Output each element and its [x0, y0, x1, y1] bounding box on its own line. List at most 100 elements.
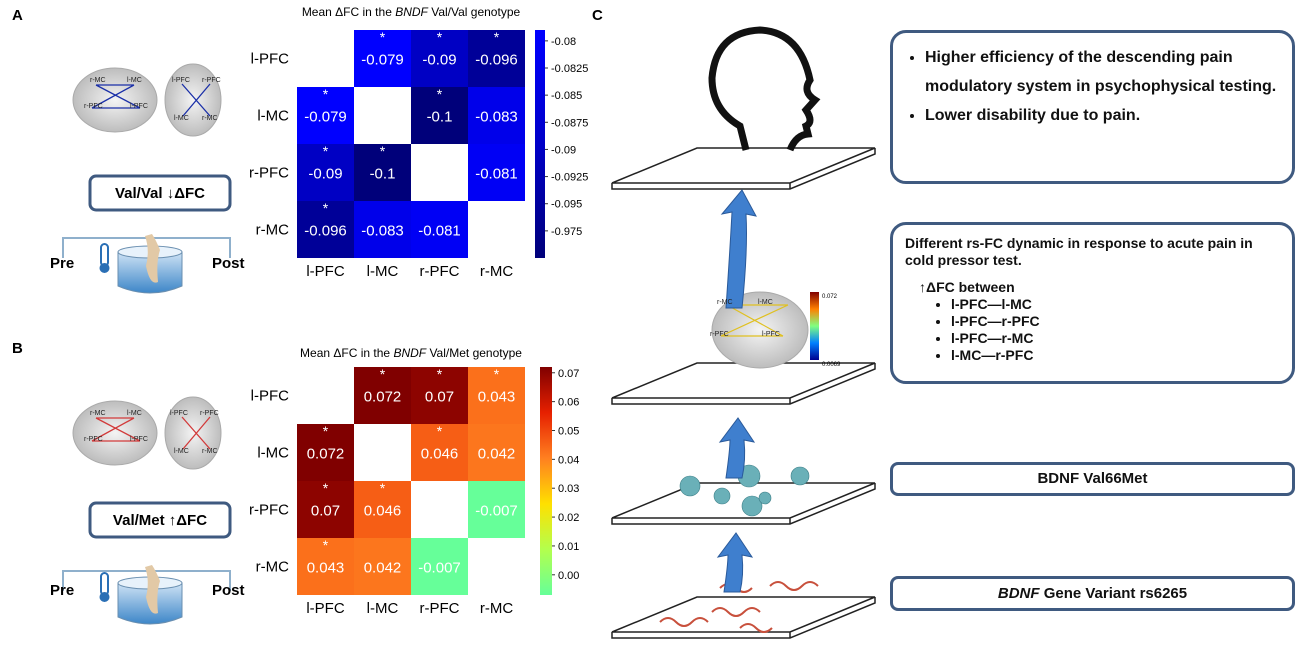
protein-box: BDNF Val66Met: [890, 462, 1295, 496]
title-part: Val/Met genotype: [426, 346, 522, 360]
dynamic-subheading: ↑ΔFC between: [919, 279, 1280, 296]
node-label: r-MC: [202, 115, 218, 122]
significance: *: [380, 366, 386, 382]
experiment-b: r-MC l-MC r-PFC l-PFC l-PFC r-PFC l-MC r…: [50, 397, 245, 624]
thermometer-bulb: [100, 592, 110, 602]
cell-label: -0.1: [370, 166, 396, 183]
cell-label: -0.007: [418, 560, 461, 577]
significance: *: [380, 143, 386, 159]
brain: [165, 64, 221, 136]
colorbar-tick-label: 0.04: [558, 454, 579, 466]
cell-label: -0.09: [308, 166, 342, 183]
colorbar-tick-label: 0.01: [558, 541, 579, 553]
scale-label: 0.072: [822, 294, 838, 300]
cell-label: -0.081: [475, 166, 518, 183]
cell-label: -0.1: [427, 109, 453, 126]
chart-title: Mean ΔFC in the BNDF Val/Met genotype: [300, 346, 522, 360]
cell-label: 0.07: [311, 503, 340, 520]
cell-label: 0.072: [307, 446, 345, 463]
node-label: r-MC: [90, 77, 106, 84]
title-part: Mean ΔFC in the: [300, 346, 393, 360]
head: [712, 30, 815, 150]
brain: [73, 401, 157, 465]
x-label: r-MC: [480, 263, 513, 280]
node-label: r-PFC: [200, 410, 219, 417]
colorbar-tick-label: 0.05: [558, 425, 579, 437]
brain: [73, 68, 157, 132]
colorbar-tick-label: -0.09: [551, 144, 576, 156]
x-label: l-PFC: [306, 600, 344, 617]
significance: *: [323, 537, 329, 553]
dynamic-box: Different rs-FC dynamic in response to a…: [890, 222, 1295, 384]
cell-label: 0.046: [421, 446, 459, 463]
colorbar-tick-label: 0.06: [558, 397, 579, 409]
node-label: l-PFC: [130, 436, 148, 443]
cell-label: 0.042: [364, 560, 402, 577]
pair: l-MC—r-PFC: [951, 347, 1280, 364]
node-label: l-PFC: [170, 410, 188, 417]
pair: l-PFC—l-MC: [951, 296, 1280, 313]
cell-label: -0.096: [304, 223, 347, 240]
panel-letter: C: [592, 7, 603, 24]
x-label: r-MC: [480, 600, 513, 617]
post-label: Post: [212, 582, 245, 599]
node-label: l-MC: [174, 115, 189, 122]
cell-label: -0.096: [475, 52, 518, 69]
colorbar-tick-label: -0.085: [551, 90, 582, 102]
significance: *: [380, 29, 386, 45]
cell-label: 0.043: [307, 560, 345, 577]
scale-label: 0.0069: [822, 362, 841, 368]
cell-label: 0.043: [478, 389, 516, 406]
colorbar-tick-label: -0.08: [551, 36, 576, 48]
post-label: Post: [212, 255, 245, 272]
cell-label: 0.07: [425, 389, 454, 406]
pair-list: l-PFC—l-MC l-PFC—r-PFC l-PFC—r-MC l-MC—r…: [933, 296, 1280, 364]
cell-label: -0.007: [475, 503, 518, 520]
significance: *: [437, 29, 443, 45]
colorbar: [540, 367, 552, 595]
thermometer: [101, 244, 108, 266]
title-part: Mean ΔFC in the: [302, 5, 395, 19]
node-label: r-PFC: [710, 331, 729, 338]
y-label: l-PFC: [251, 51, 289, 68]
plane: [612, 148, 875, 189]
significance: *: [437, 423, 443, 439]
node-label: r-PFC: [84, 103, 103, 110]
significance: *: [323, 423, 329, 439]
node-label: l-MC: [127, 77, 142, 84]
significance: *: [380, 480, 386, 496]
colorbar-tick-label: -0.0875: [551, 117, 588, 129]
pair: l-PFC—r-MC: [951, 330, 1280, 347]
outcome: Lower disability due to pain.: [925, 101, 1278, 130]
significance: *: [323, 200, 329, 216]
node-label: l-PFC: [130, 103, 148, 110]
cell-label: -0.083: [361, 223, 404, 240]
brain: [165, 397, 221, 469]
node-label: l-PFC: [172, 77, 190, 84]
cell-label: -0.083: [475, 109, 518, 126]
significance: *: [494, 366, 500, 382]
group-label: Val/Val ↓ΔFC: [115, 185, 205, 202]
title-part: BNDF: [395, 5, 428, 19]
colorbar-tick-label: -0.095: [551, 199, 582, 211]
panel-letter: B: [12, 340, 23, 357]
chart-title: Mean ΔFC in the BNDF Val/Val genotype: [302, 5, 521, 19]
outcome-box: Higher efficiency of the descending pain…: [890, 30, 1295, 184]
x-label: l-MC: [367, 600, 399, 617]
panel-letter: A: [12, 7, 23, 24]
y-label: r-PFC: [249, 165, 289, 182]
cell-label: -0.079: [304, 109, 347, 126]
significance: *: [437, 86, 443, 102]
x-label: l-MC: [367, 263, 399, 280]
gene-name: BDNF: [998, 585, 1040, 602]
thermometer-bulb: [100, 263, 110, 273]
colorbar-tick-label: 0.02: [558, 512, 579, 524]
significance: *: [323, 86, 329, 102]
significance: *: [437, 366, 443, 382]
experiment-a: r-MC l-MC r-PFC l-PFC l-PFC r-PFC l-MC r…: [50, 64, 245, 293]
colorbar: [810, 292, 819, 360]
significance: *: [323, 480, 329, 496]
node-label: r-MC: [90, 410, 106, 417]
node-label: r-PFC: [84, 436, 103, 443]
figure: A B C r-MC l-MC r-PFC l-PFC l-PFC r-PFC …: [0, 0, 1306, 648]
